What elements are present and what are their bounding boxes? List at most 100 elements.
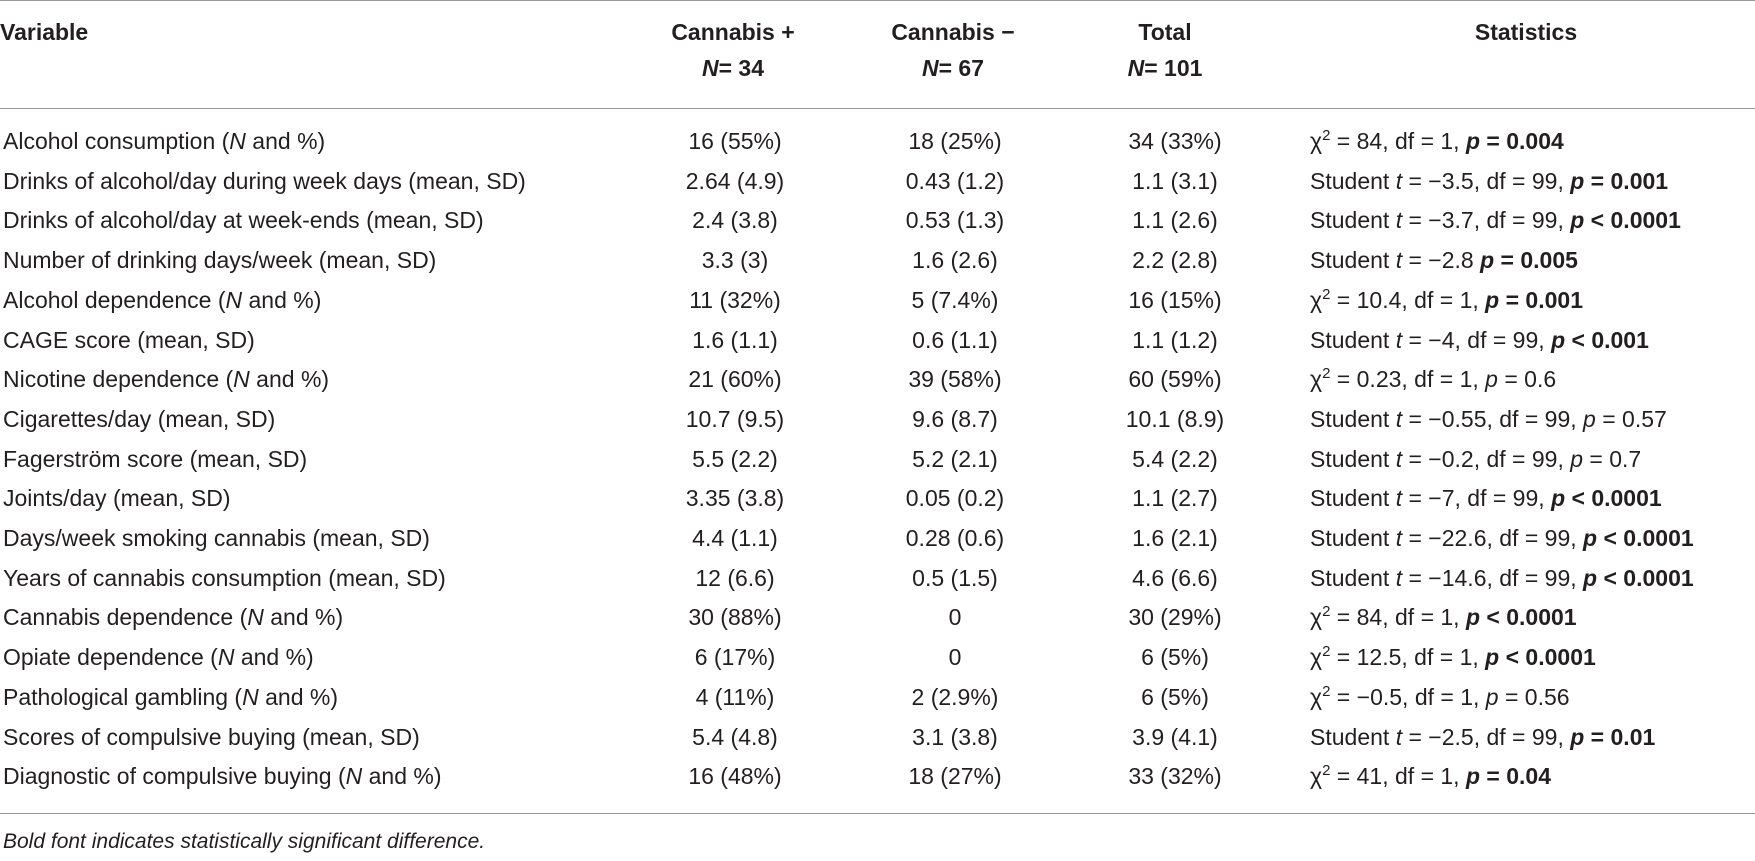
variable-n-symbol: N (229, 128, 246, 154)
variable-cell: CAGE score (mean, SD) (3, 320, 255, 360)
variable-cell: Fagerström score (mean, SD) (3, 439, 307, 479)
significant-p-value: < 0.0001 (1597, 525, 1694, 551)
cannabis-positive-cell: 4 (11%) (695, 683, 775, 710)
variable-n-symbol: N (233, 366, 250, 393)
significant-p-value: = 0.001 (1584, 167, 1669, 194)
significant-p-symbol: p (1465, 604, 1481, 631)
stat-value: = 84, df = 1, (1330, 128, 1466, 154)
significant-p-value: = 0.001 (1499, 286, 1583, 313)
cannabis-positive-cell: 30 (88%) (688, 604, 782, 631)
significant-p-value: < 0.0001 (1584, 207, 1681, 234)
significant-p-symbol: p (1465, 128, 1481, 154)
stat-test-name: Student (1310, 405, 1396, 432)
variable-n-symbol: N (247, 604, 264, 631)
variable-text: CAGE score (mean, SD) (3, 326, 255, 353)
total-cell: 1.1 (3.1) (1132, 167, 1218, 194)
chi-square-exponent: 2 (1322, 603, 1331, 621)
total-cell: 1.1 (2.6) (1132, 207, 1218, 234)
n-value: = 67 (938, 55, 985, 81)
significant-p-value: < 0.0001 (1480, 604, 1577, 631)
variable-n-symbol: N (242, 683, 259, 710)
statistics-cell: χ2 = 12.5, df = 1, p < 0.0001 (1310, 637, 1596, 677)
cannabis-positive-cell: 5.4 (4.8) (692, 723, 778, 750)
cannabis-negative-cell: 0.6 (1.1) (912, 326, 998, 353)
chi-square-exponent: 2 (1322, 643, 1331, 661)
table-row: Nicotine dependence (N and %) 21 (60%) 39 … (0, 359, 1755, 399)
stat-test-name: Student (1310, 564, 1396, 591)
stat-value: = −0.5, df = 1, (1330, 683, 1486, 710)
variable-cell: Nicotine dependence (N and %) (3, 359, 329, 399)
significant-p-symbol: p (1465, 763, 1481, 790)
header-total: Total N= 101 (1065, 14, 1265, 86)
table-row: Alcohol consumption (N and %) 16 (55%) 18 … (0, 121, 1755, 161)
total-cell: 5.4 (2.2) (1132, 445, 1218, 472)
statistics-cell: χ2 = 84, df = 1, p < 0.0001 (1310, 597, 1577, 637)
variable-cell: Diagnostic of compulsive buying (N and %… (3, 756, 442, 796)
stat-value: = 12.5, df = 1, (1330, 644, 1486, 671)
stat-value: = −0.55, df = 99, (1402, 405, 1584, 432)
variable-text: Drinks of alcohol/day at week-ends (mean… (3, 207, 484, 234)
table-row: Fagerström score (mean, SD) 5.5 (2.2) 5.2 … (0, 439, 1755, 479)
stat-value: = 41, df = 1, (1330, 763, 1466, 790)
stat-symbol: t (1395, 723, 1403, 750)
stat-test-name: χ (1310, 763, 1323, 790)
variable-cell: Alcohol dependence (N and %) (3, 280, 321, 320)
header-cannabis-positive-label: Cannabis + (671, 19, 795, 45)
variable-text-suffix: and %) (234, 644, 314, 671)
cannabis-negative-cell: 0.53 (1.3) (905, 207, 1005, 234)
table-row: Cannabis dependence (N and %) 30 (88%) 0 30… (0, 597, 1755, 637)
cannabis-positive-cell: 12 (6.6) (695, 564, 775, 591)
stat-value: = −22.6, df = 99, (1402, 525, 1584, 551)
statistics-cell: χ2 = 10.4, df = 1, p = 0.001 (1310, 280, 1583, 320)
cannabis-negative-cell: 5.2 (2.1) (912, 445, 998, 472)
variable-text: Joints/day (mean, SD) (3, 485, 231, 512)
significant-p-value: < 0.0001 (1499, 644, 1596, 671)
total-cell: 33 (32%) (1128, 763, 1222, 790)
total-cell: 1.1 (1.2) (1132, 326, 1218, 353)
cannabis-negative-cell: 1.6 (2.6) (912, 247, 998, 274)
table-row: CAGE score (mean, SD) 1.6 (1.1) 0.6 (1.1) 1… (0, 320, 1755, 360)
variable-text-suffix: and %) (245, 128, 326, 154)
header-variable: Variable (0, 19, 89, 45)
variable-cell: Cigarettes/day (mean, SD) (3, 399, 275, 439)
n-value: = 34 (718, 55, 765, 81)
stat-value: = −4, df = 99, (1402, 326, 1552, 353)
stat-value: = 10.4, df = 1, (1330, 286, 1486, 313)
variable-text: Alcohol consumption ( (3, 128, 230, 154)
header-total-label: Total (1138, 19, 1192, 45)
total-cell: 4.6 (6.6) (1132, 564, 1218, 591)
variable-text-suffix: and %) (263, 604, 344, 631)
stat-value: = −2.5, df = 99, (1402, 723, 1571, 750)
stat-test-name: Student (1310, 207, 1396, 234)
statistics-cell: Student t = −3.7, df = 99, p < 0.0001 (1310, 200, 1681, 240)
stat-test-name: Student (1310, 326, 1396, 353)
n-symbol: N (921, 55, 939, 81)
stat-p-symbol: p (1583, 405, 1596, 432)
statistics-cell: Student t = −22.6, df = 99, p < 0.0001 (1310, 518, 1694, 558)
total-cell: 10.1 (8.9) (1125, 405, 1225, 432)
stat-p-value: = 0.57 (1595, 405, 1667, 432)
chi-square-exponent: 2 (1322, 127, 1331, 144)
stat-test-name: Student (1310, 247, 1396, 274)
cannabis-negative-cell: 2 (2.9%) (911, 683, 999, 710)
variable-cell: Drinks of alcohol/day at week-ends (mean… (3, 200, 484, 240)
cannabis-positive-cell: 5.5 (2.2) (692, 445, 778, 472)
statistics-cell: χ2 = 84, df = 1, p = 0.004 (1310, 121, 1564, 161)
stat-value: = −7, df = 99, (1402, 485, 1552, 512)
variable-n-symbol: N (345, 763, 363, 790)
variable-text-suffix: and %) (242, 286, 322, 313)
significant-p-symbol: p (1480, 247, 1495, 274)
cannabis-negative-cell: 0.43 (1.2) (905, 167, 1005, 194)
total-cell: 34 (33%) (1128, 128, 1222, 154)
variable-text: Drinks of alcohol/day during week days (… (3, 167, 526, 194)
stat-value: = 0.6 (1497, 366, 1557, 393)
table-row: Years of cannabis consumption (mean, SD)… (0, 558, 1755, 598)
stat-value: = 84, df = 1, (1330, 604, 1466, 631)
stat-value: = −2.8 (1402, 247, 1481, 274)
chi-square-exponent: 2 (1322, 682, 1331, 700)
variable-text-suffix: and %) (362, 763, 442, 790)
cannabis-positive-cell: 1.6 (1.1) (692, 326, 778, 353)
table-row: Drinks of alcohol/day during week days (… (0, 161, 1755, 201)
stat-test-name: χ (1310, 128, 1323, 154)
